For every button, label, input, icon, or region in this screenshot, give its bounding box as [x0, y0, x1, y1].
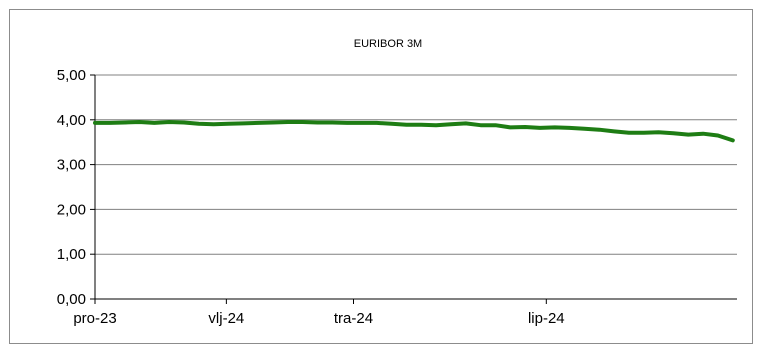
series-layer [93, 120, 735, 143]
x-tick-label: tra-24 [334, 310, 373, 327]
data-point [360, 121, 364, 125]
data-point [182, 121, 186, 124]
data-point [212, 122, 216, 126]
data-point [286, 120, 290, 124]
data-point [390, 122, 394, 126]
data-point [375, 121, 379, 125]
data-point [405, 123, 408, 127]
data-point [642, 131, 646, 135]
chart-title: EURIBOR 3M [354, 38, 422, 50]
data-point [345, 121, 349, 125]
data-point [271, 121, 275, 124]
data-point [301, 120, 305, 124]
data-point [434, 123, 438, 127]
data-point [197, 122, 201, 126]
data-point [167, 120, 171, 124]
data-point [256, 121, 260, 125]
x-tick-label: lip-24 [528, 310, 565, 327]
data-point [508, 125, 512, 129]
series-line-euribor-3m [93, 120, 735, 143]
data-point [538, 126, 542, 130]
data-point [464, 121, 468, 125]
x-tick-label: vlj-24 [208, 310, 244, 327]
data-point [568, 126, 572, 130]
gridlines [95, 74, 737, 255]
axes [90, 74, 737, 304]
data-point [479, 123, 483, 127]
data-point [241, 121, 245, 125]
y-tick-label: 2,00 [57, 201, 86, 218]
data-point [138, 120, 141, 124]
data-point [731, 138, 735, 142]
data-point [582, 127, 586, 131]
data-point [686, 133, 690, 137]
y-tick-label: 0,00 [57, 291, 86, 308]
data-point [612, 129, 616, 133]
x-tick-label: pro-23 [73, 310, 116, 327]
data-point [701, 132, 705, 136]
data-point [627, 131, 631, 135]
data-point [449, 122, 453, 126]
data-point [227, 122, 230, 126]
x-tick-labels: pro-23 vlj-24 tra-24 lip-24 [73, 310, 564, 327]
data-point [671, 131, 675, 135]
y-tick-labels: 0,00 1,00 2,00 3,00 4,00 5,00 [57, 67, 86, 308]
y-tick-label: 4,00 [57, 112, 86, 129]
chart-frame [9, 9, 753, 344]
data-point [494, 123, 497, 127]
data-point [657, 130, 661, 134]
data-point [108, 121, 112, 125]
data-point [523, 125, 527, 129]
data-point [330, 121, 334, 124]
data-point [716, 134, 720, 137]
y-tick-label: 5,00 [57, 67, 86, 84]
y-tick-label: 3,00 [57, 157, 86, 174]
data-point [123, 121, 127, 124]
data-point [597, 128, 601, 132]
data-point [152, 121, 156, 125]
y-tick-label: 1,00 [57, 246, 86, 263]
data-point [553, 125, 557, 129]
data-point [93, 121, 97, 125]
data-point [419, 123, 423, 127]
data-point [316, 121, 319, 124]
